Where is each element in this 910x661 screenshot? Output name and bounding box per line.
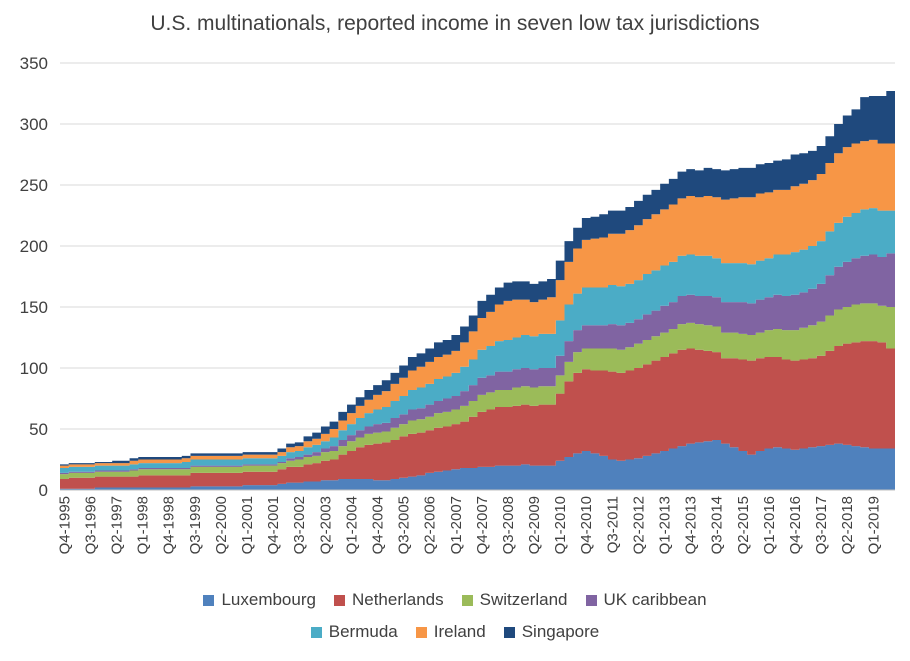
series-area-uk-caribbean	[60, 253, 895, 475]
y-tick-label: 300	[20, 115, 48, 134]
x-tick-label: Q1-2019	[865, 496, 882, 554]
x-tick-label: Q2-2015	[735, 496, 752, 554]
legend-swatch	[333, 594, 345, 606]
legend-swatch	[203, 594, 215, 606]
series-area-bermuda	[60, 208, 895, 473]
legend-label: Netherlands	[351, 590, 444, 609]
x-tick-label: Q3-1999	[187, 496, 204, 554]
x-tick-label: Q4-1998	[161, 496, 178, 554]
legend-label: UK caribbean	[603, 590, 707, 609]
x-tick-label: Q1-2007	[448, 496, 465, 554]
legend-item: Singapore	[503, 622, 600, 642]
series-area-singapore	[60, 91, 895, 466]
y-tick-label: 50	[29, 420, 48, 439]
x-tick-label: Q2-2000	[213, 496, 230, 554]
legend-label: Bermuda	[328, 622, 398, 641]
x-tick-label: Q4-2004	[369, 496, 386, 554]
legend-label: Singapore	[521, 622, 600, 641]
y-tick-label: 350	[20, 54, 48, 73]
x-tick-label: Q3-1996	[82, 496, 99, 554]
y-tick-label: 250	[20, 176, 48, 195]
legend-label: Switzerland	[479, 590, 568, 609]
legend-label: Ireland	[433, 622, 486, 641]
y-tick-label: 100	[20, 359, 48, 378]
x-tick-label: Q1-2004	[343, 496, 360, 554]
x-tick-label: Q4-2010	[578, 496, 595, 554]
y-tick-label: 0	[39, 481, 48, 500]
x-tick-label: Q1-2001	[239, 496, 256, 554]
y-axis: 0 50 100 150 200 250 300 350	[20, 54, 48, 500]
x-tick-label: Q4-2007	[474, 496, 491, 554]
y-tick-label: 200	[20, 237, 48, 256]
series-area-luxembourg	[60, 439, 895, 490]
legend-item: Bermuda	[310, 622, 398, 642]
legend-item: Switzerland	[461, 590, 568, 610]
x-tick-label: Q2-2006	[422, 496, 439, 554]
legend: Luxembourg Netherlands Switzerland UK carib…	[0, 590, 910, 654]
chart-title: U.S. multinationals, reported income in …	[150, 12, 760, 35]
legend-item: UK caribbean	[585, 590, 707, 610]
x-tick-label: Q3-2008	[500, 496, 517, 554]
x-tick-label: Q2-1997	[109, 496, 126, 554]
legend-item: Netherlands	[333, 590, 444, 610]
x-tick-label: Q4-1995	[56, 496, 73, 554]
x-tick-label: Q2-2018	[839, 496, 856, 554]
series-area-switzerland	[60, 303, 895, 480]
x-tick-label: Q3-2005	[396, 496, 413, 554]
x-tick-label: Q4-2016	[787, 496, 804, 554]
x-tick-label: Q3-2011	[604, 496, 621, 553]
legend-swatch	[415, 626, 427, 638]
series-area-ireland	[60, 139, 895, 469]
x-tick-label: Q3-2014	[709, 496, 726, 554]
y-tick-label: 150	[20, 298, 48, 317]
x-axis: Q4-1995 Q3-1996 Q2-1997 Q1-1998 Q4-1998 Q3-19…	[56, 489, 895, 554]
x-tick-label: Q1-1998	[135, 496, 152, 554]
legend-swatch	[461, 594, 473, 606]
x-tick-label: Q3-2017	[813, 496, 830, 554]
legend-label: Luxembourg	[221, 590, 316, 609]
x-tick-label: Q1-2013	[657, 496, 674, 554]
legend-item: Luxembourg	[203, 590, 316, 610]
legend-row: Luxembourg Netherlands Switzerland UK carib…	[0, 590, 910, 610]
x-tick-label: Q2-2003	[317, 496, 334, 554]
x-tick-label: Q3-2002	[291, 496, 308, 554]
x-tick-label: Q2-2012	[630, 496, 647, 554]
legend-row: Bermuda Ireland Singapore	[0, 622, 910, 642]
x-tick-label: Q4-2001	[265, 496, 282, 554]
x-tick-label: Q1-2016	[761, 496, 778, 554]
legend-swatch	[503, 626, 515, 638]
legend-swatch	[585, 594, 597, 606]
x-tick-label: Q1-2010	[552, 496, 569, 554]
legend-swatch	[310, 626, 322, 638]
x-tick-label: Q2-2009	[526, 496, 543, 554]
x-tick-label: Q4-2013	[683, 496, 700, 554]
data-areas	[60, 91, 895, 490]
legend-item: Ireland	[415, 622, 486, 642]
